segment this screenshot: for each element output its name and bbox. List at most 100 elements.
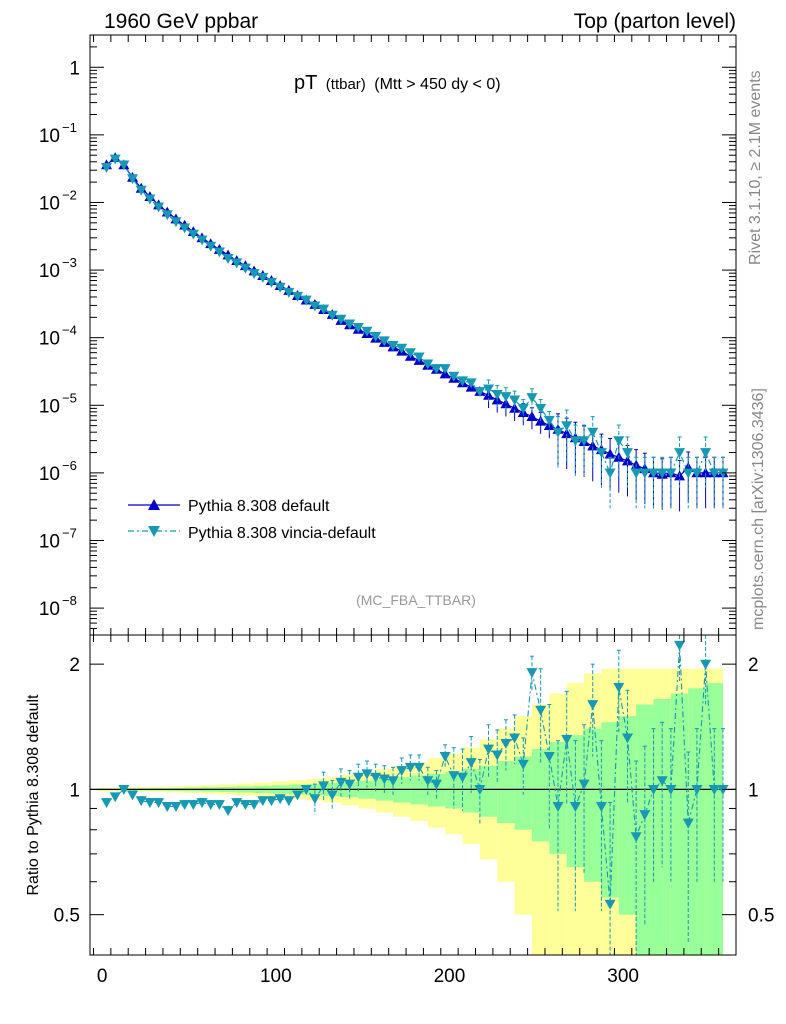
y-tick-label-exponent: −8 [62, 593, 77, 608]
data-point-vincia [135, 185, 147, 196]
ratio-data-point [691, 785, 703, 795]
ratio-data-point [422, 776, 434, 787]
x-tick-label: 100 [260, 966, 292, 987]
ratio-data-point [352, 772, 364, 783]
ratio-data-point [708, 785, 720, 795]
data-point-vincia [465, 378, 477, 389]
ratio-data-point [127, 790, 139, 801]
rivet-version-text: Rivet 3.1.10, ≥ 2.1M events [747, 70, 764, 265]
y-tick-label-base: 10 [39, 193, 60, 214]
ratio-data-point [239, 800, 251, 810]
series-line-vincia [106, 158, 723, 475]
data-point-vincia [318, 304, 330, 315]
ratio-data-point [265, 796, 277, 807]
ratio-data-point [674, 640, 686, 651]
data-point-vincia [404, 348, 416, 359]
data-point-vincia [708, 468, 720, 479]
ratio-data-point [387, 776, 399, 787]
ratio-data-point [231, 798, 243, 809]
data-point-vincia [509, 395, 521, 406]
data-point-default [587, 440, 599, 451]
data-point-vincia [265, 277, 277, 288]
data-point-vincia [674, 448, 686, 459]
data-point-vincia [691, 468, 703, 479]
data-point-vincia [231, 258, 243, 269]
legend-label-default: Pythia 8.308 default [188, 498, 330, 515]
data-point-vincia [639, 468, 651, 479]
ratio-data-point [396, 766, 408, 777]
ratio-data-point [578, 779, 590, 790]
data-point-vincia [127, 174, 139, 185]
ratio-panel: 0.5 0.5 1 1 2 2 0 100 200 300 Ratio to Pythia 8.… [25, 634, 774, 987]
ratio-data-point [179, 800, 191, 810]
data-point-vincia [665, 468, 677, 479]
y-tick-label-exponent: −5 [62, 390, 77, 405]
data-point-vincia [483, 384, 495, 395]
ratio-data-point [248, 800, 260, 810]
ratio-data-point [118, 785, 130, 795]
main-y-tick-labels: 110−110−210−310−410−510−610−710−8 [39, 58, 80, 620]
band-inner [670, 693, 689, 955]
data-point-vincia [292, 291, 304, 302]
ratio-data-point [535, 705, 547, 716]
ratio-data-point [448, 771, 460, 782]
x-tick-label: 0 [97, 966, 108, 987]
ratio-data-point [161, 802, 173, 812]
ratio-data-point [561, 734, 573, 745]
ratio-data-point [621, 733, 633, 744]
ratio-data-point [283, 796, 295, 807]
ratio-data-point [170, 802, 182, 812]
data-point-vincia [170, 217, 182, 228]
ratio-data-point [639, 810, 651, 821]
data-point-vincia [456, 376, 468, 387]
data-point-default [700, 467, 712, 478]
data-point-vincia [491, 389, 503, 400]
header-right: Top (parton level) [574, 10, 736, 33]
legend: Pythia 8.308 default Pythia 8.308 vincia… [128, 498, 376, 542]
ratio-data-point [274, 794, 286, 805]
ratio-data-point [456, 772, 468, 783]
ratio-data-point [430, 779, 442, 790]
data-point-vincia [274, 282, 286, 293]
ratio-data-point [213, 800, 225, 810]
main-plot-area [100, 152, 729, 512]
ratio-y-tick-label-right: 0.5 [748, 906, 774, 927]
data-point-vincia [361, 326, 373, 337]
band-inner [479, 765, 498, 817]
y-tick-label-base: 10 [39, 531, 60, 552]
watermark-label: (MC_FBA_TTBAR) [356, 592, 476, 608]
data-point-vincia [239, 263, 251, 274]
data-point-vincia [474, 387, 486, 397]
data-point-vincia [144, 194, 156, 205]
y-tick-label-exponent: −1 [62, 120, 77, 135]
ratio-data-point [465, 758, 477, 769]
y-tick-label-base: 10 [39, 261, 60, 282]
data-point-vincia [621, 448, 633, 459]
data-point-vincia [109, 154, 121, 165]
mcplots-text: mcplots.cern.ch [arXiv:1306.3436] [750, 388, 767, 630]
ratio-data-point [222, 806, 234, 816]
data-point-vincia [352, 322, 364, 333]
band-inner [497, 761, 515, 824]
data-point-vincia [500, 392, 512, 402]
ratio-data-point [187, 800, 199, 810]
data-point-vincia [526, 393, 538, 404]
main-title: pT (ttbar) (Mtt > 450 dy < 0) [294, 72, 501, 94]
data-point-vincia [179, 223, 191, 234]
ratio-y-tick-label-right: 1 [748, 780, 759, 801]
y-tick-label-base: 10 [39, 329, 60, 350]
ratio-data-point [404, 762, 416, 773]
ratio-y-axis-label: Ratio to Pythia 8.308 default [25, 694, 42, 896]
data-point-vincia [396, 343, 408, 354]
data-point-vincia [153, 202, 165, 213]
data-point-vincia [604, 468, 616, 479]
ratio-data-point [595, 802, 607, 812]
y-tick-label-base: 10 [39, 126, 60, 147]
header-left: 1960 GeV ppbar [104, 10, 258, 33]
data-point-vincia [717, 468, 729, 479]
data-point-vincia [448, 371, 460, 382]
ratio-data-point [439, 752, 451, 762]
data-point-vincia [187, 229, 199, 240]
data-point-vincia [517, 403, 529, 414]
